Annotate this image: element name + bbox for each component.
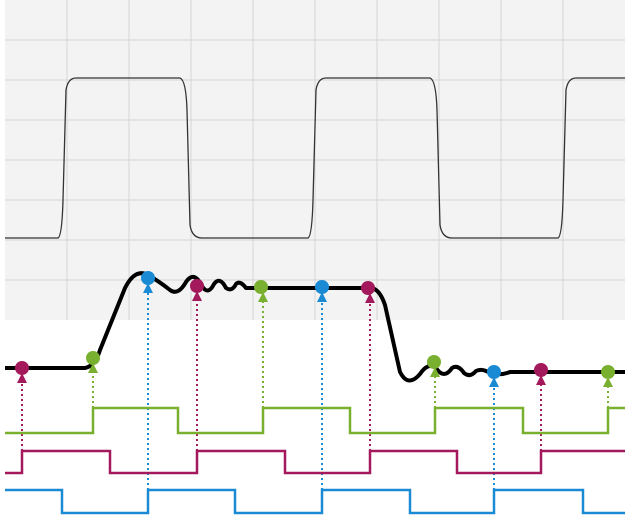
clock-blue [5,490,625,513]
clock-red [5,451,625,473]
sampling-diagram [0,0,625,516]
clock-green [5,408,625,433]
page [0,0,625,516]
